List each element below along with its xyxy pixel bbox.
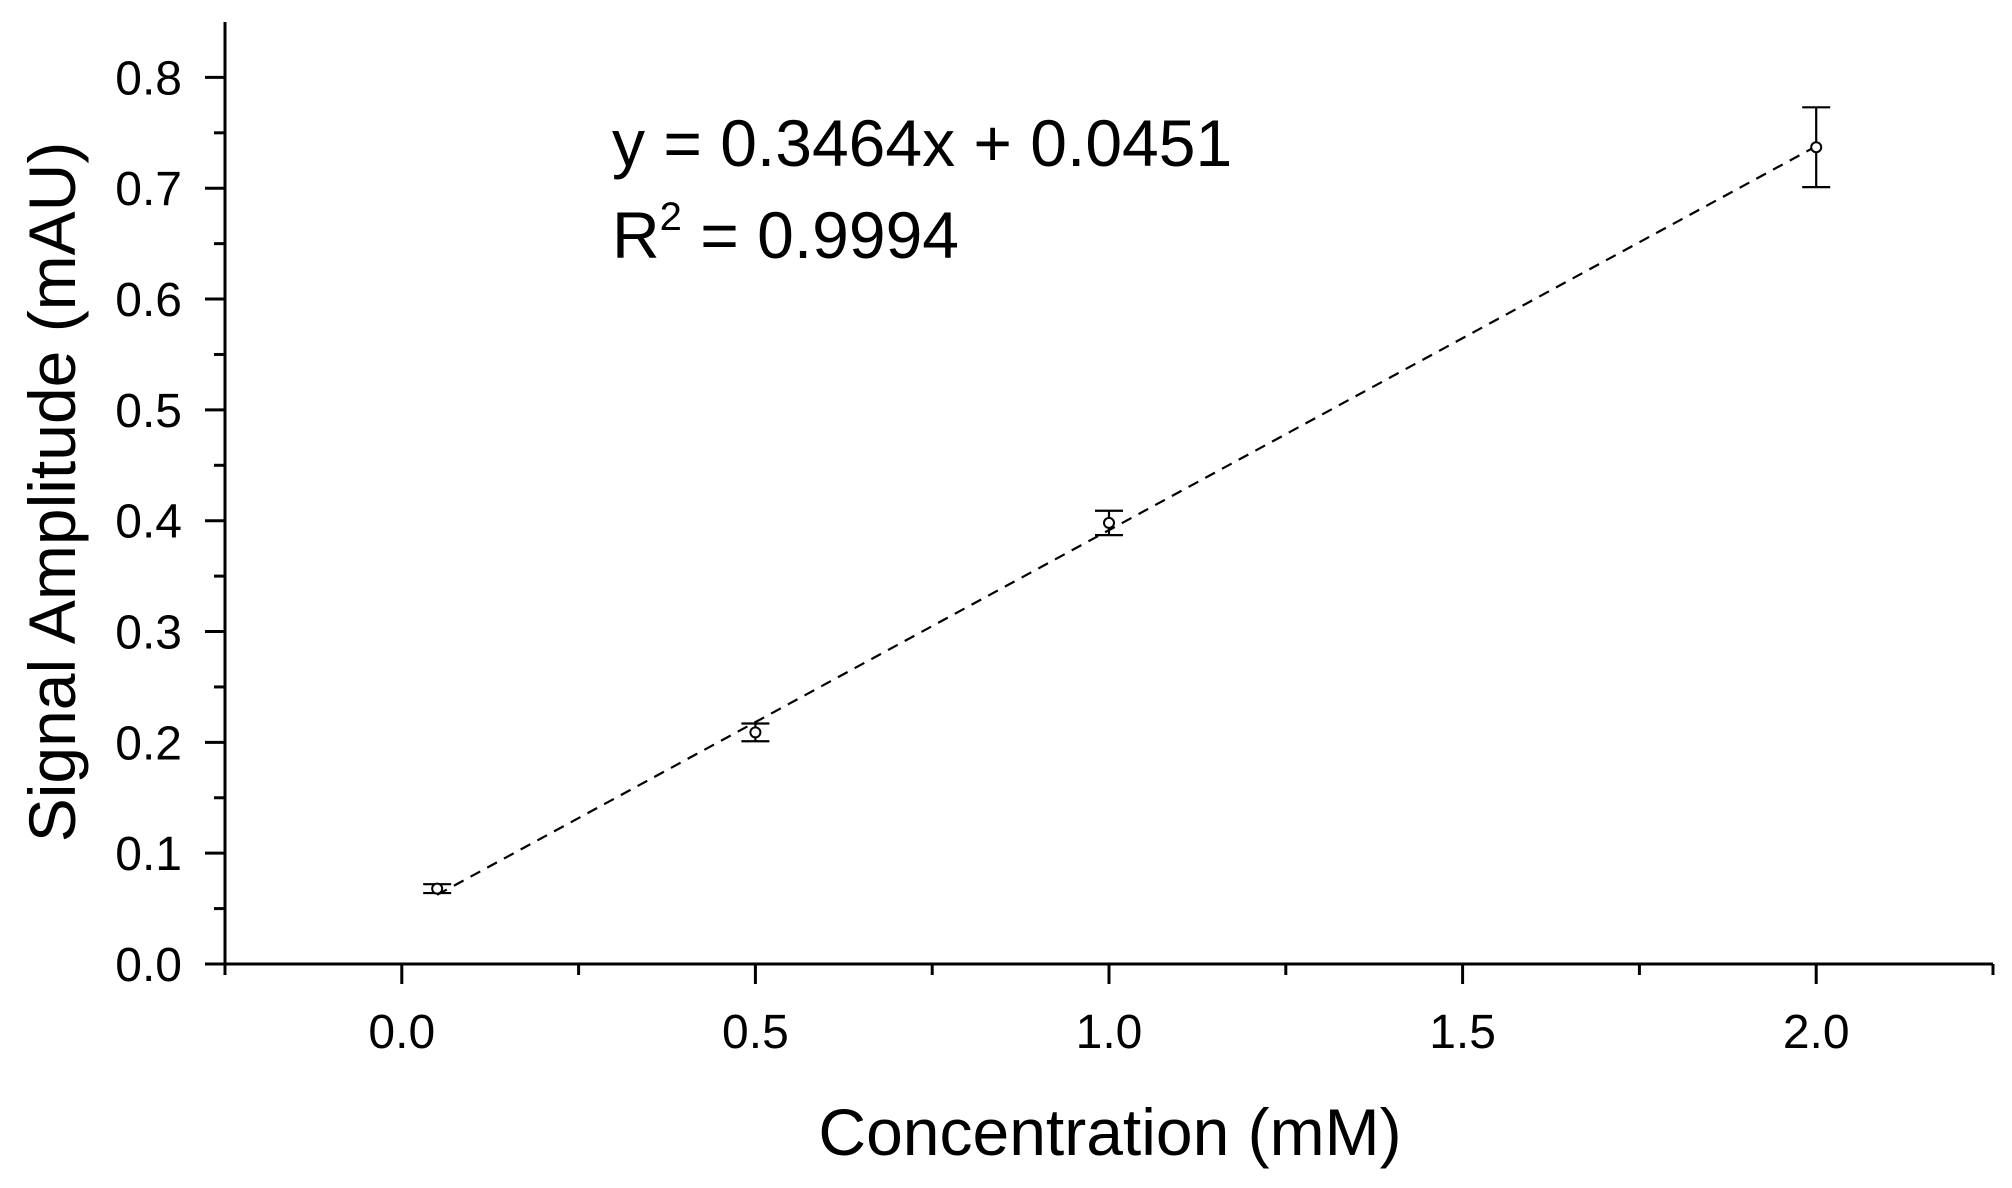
y-tick-label: 0.8	[115, 52, 182, 105]
r-squared-value: = 0.9994	[682, 198, 959, 272]
x-tick-label: 1.0	[1076, 1006, 1143, 1059]
r-squared-superscript: 2	[660, 195, 682, 239]
fit-line-layer	[436, 145, 1817, 896]
axes: 0.0 0.1 0.2 0.3 0.4 0.5 0.6 0.7 0.8 0.0 0.5 1.0 1.5 2…	[115, 22, 1995, 1059]
x-tick-label: 0.5	[722, 1006, 789, 1059]
y-tick-label: 0.1	[115, 828, 182, 881]
y-tick-label: 0.7	[115, 163, 182, 216]
y-axis-title: Signal Amplitude (mAU)	[15, 142, 89, 843]
r-squared: R2 = 0.9994	[612, 195, 959, 272]
data-point	[431, 882, 444, 895]
y-tick-label: 0.0	[115, 939, 182, 992]
r-squared-prefix: R	[612, 198, 660, 272]
x-tick-label: 1.5	[1429, 1006, 1496, 1059]
x-tick-label: 0.0	[368, 1006, 435, 1059]
y-tick-label: 0.2	[115, 717, 182, 770]
y-tick-label: 0.4	[115, 496, 182, 549]
data-points-layer	[423, 106, 1831, 895]
fit-equation: y = 0.3464x + 0.0451	[612, 106, 1232, 180]
y-tick-label: 0.3	[115, 607, 182, 660]
x-axis-title: Concentration (mM)	[818, 1095, 1401, 1169]
y-tick-label: 0.6	[115, 274, 182, 327]
labels-layer: y = 0.3464x + 0.0451 R2 = 0.9994 Concent…	[15, 106, 1402, 1169]
data-point	[749, 726, 762, 739]
x-tick-label: 2.0	[1783, 1006, 1850, 1059]
data-point	[1810, 141, 1823, 154]
data-point	[1103, 516, 1115, 529]
y-tick-label: 0.5	[115, 385, 182, 438]
fit-line	[436, 145, 1817, 896]
